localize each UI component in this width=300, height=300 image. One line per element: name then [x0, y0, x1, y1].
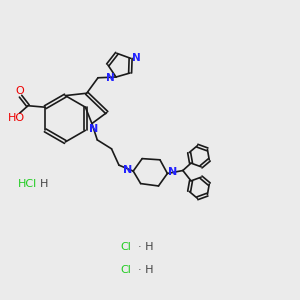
Text: N: N: [123, 165, 133, 175]
Text: HCl: HCl: [18, 179, 37, 189]
Text: N: N: [89, 124, 98, 134]
Text: · H: · H: [138, 242, 154, 252]
Text: N: N: [168, 167, 177, 177]
Text: H: H: [40, 179, 48, 189]
Text: Cl: Cl: [120, 242, 131, 252]
Text: N: N: [106, 73, 115, 83]
Text: O: O: [16, 86, 24, 96]
Text: N: N: [132, 53, 140, 63]
Text: HO: HO: [8, 113, 25, 124]
Text: Cl: Cl: [120, 266, 131, 275]
Text: · H: · H: [138, 266, 154, 275]
